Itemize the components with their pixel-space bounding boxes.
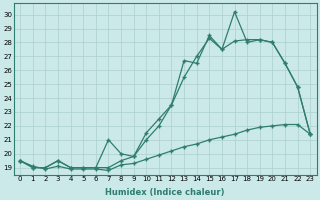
X-axis label: Humidex (Indice chaleur): Humidex (Indice chaleur) bbox=[106, 188, 225, 197]
